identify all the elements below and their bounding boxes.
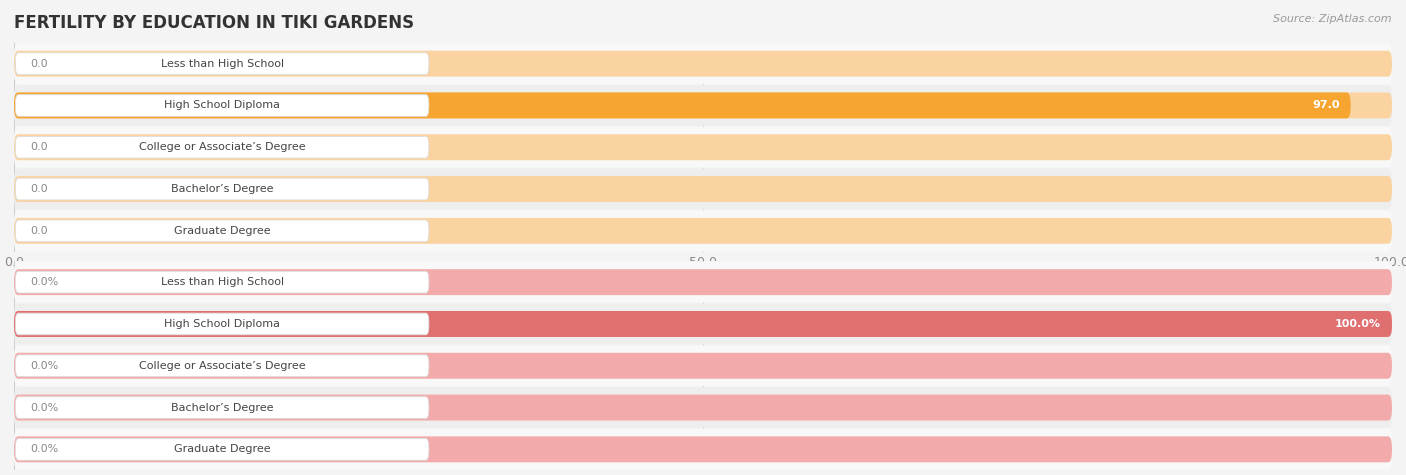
FancyBboxPatch shape [15, 136, 429, 158]
FancyBboxPatch shape [14, 353, 1392, 379]
Text: 0.0%: 0.0% [31, 361, 59, 371]
Text: 0.0%: 0.0% [31, 444, 59, 455]
FancyBboxPatch shape [14, 218, 1392, 244]
Text: College or Associate’s Degree: College or Associate’s Degree [139, 142, 305, 152]
FancyBboxPatch shape [15, 53, 429, 75]
FancyBboxPatch shape [15, 355, 429, 377]
FancyBboxPatch shape [14, 93, 1351, 118]
FancyBboxPatch shape [14, 304, 1392, 344]
FancyBboxPatch shape [15, 271, 429, 293]
Text: 0.0%: 0.0% [31, 277, 59, 287]
Text: Less than High School: Less than High School [160, 277, 284, 287]
Text: 0.0: 0.0 [31, 142, 48, 152]
FancyBboxPatch shape [15, 397, 429, 418]
FancyBboxPatch shape [14, 311, 1392, 337]
Text: Source: ZipAtlas.com: Source: ZipAtlas.com [1274, 14, 1392, 24]
Text: High School Diploma: High School Diploma [165, 319, 280, 329]
FancyBboxPatch shape [15, 313, 429, 335]
FancyBboxPatch shape [14, 269, 1392, 295]
FancyBboxPatch shape [14, 85, 1392, 126]
Text: Graduate Degree: Graduate Degree [174, 444, 270, 455]
FancyBboxPatch shape [15, 95, 429, 116]
Text: 0.0%: 0.0% [31, 402, 59, 413]
FancyBboxPatch shape [14, 127, 1392, 168]
FancyBboxPatch shape [14, 429, 1392, 470]
FancyBboxPatch shape [15, 438, 429, 460]
Text: 0.0: 0.0 [31, 184, 48, 194]
FancyBboxPatch shape [14, 43, 1392, 84]
FancyBboxPatch shape [15, 220, 429, 242]
FancyBboxPatch shape [14, 93, 1392, 118]
FancyBboxPatch shape [14, 395, 1392, 420]
Text: FERTILITY BY EDUCATION IN TIKI GARDENS: FERTILITY BY EDUCATION IN TIKI GARDENS [14, 14, 415, 32]
Text: 0.0: 0.0 [31, 58, 48, 69]
FancyBboxPatch shape [14, 437, 1392, 462]
Text: Graduate Degree: Graduate Degree [174, 226, 270, 236]
Text: 100.0%: 100.0% [1334, 319, 1381, 329]
Text: College or Associate’s Degree: College or Associate’s Degree [139, 361, 305, 371]
FancyBboxPatch shape [14, 134, 1392, 160]
FancyBboxPatch shape [14, 387, 1392, 428]
FancyBboxPatch shape [14, 51, 1392, 76]
Text: Less than High School: Less than High School [160, 58, 284, 69]
Text: Bachelor’s Degree: Bachelor’s Degree [172, 402, 273, 413]
Text: 97.0: 97.0 [1312, 100, 1340, 111]
Text: 0.0: 0.0 [31, 226, 48, 236]
Text: High School Diploma: High School Diploma [165, 100, 280, 111]
FancyBboxPatch shape [14, 210, 1392, 251]
FancyBboxPatch shape [14, 345, 1392, 386]
FancyBboxPatch shape [14, 262, 1392, 303]
FancyBboxPatch shape [14, 176, 1392, 202]
Text: Bachelor’s Degree: Bachelor’s Degree [172, 184, 273, 194]
FancyBboxPatch shape [14, 169, 1392, 209]
FancyBboxPatch shape [15, 178, 429, 200]
FancyBboxPatch shape [14, 311, 1392, 337]
